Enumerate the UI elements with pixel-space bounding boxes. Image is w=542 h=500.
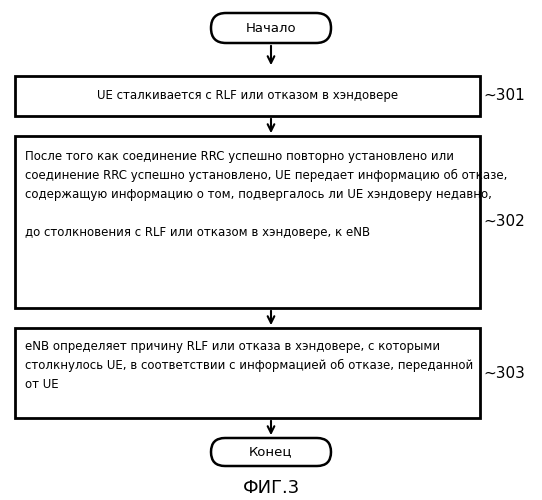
Text: UE сталкивается с RLF или отказом в хэндовере: UE сталкивается с RLF или отказом в хэнд… [97, 90, 398, 102]
Text: eNB определяет причину RLF или отказа в хэндовере, с которыми
столкнулось UE, в : eNB определяет причину RLF или отказа в … [25, 340, 473, 391]
Bar [15, 136, 480, 308]
Text: ~301: ~301 [483, 88, 525, 104]
Text: После того как соединение RRC успешно повторно установлено или
соединение RRC ус: После того как соединение RRC успешно по… [25, 150, 507, 239]
Text: ФИГ.3: ФИГ.3 [242, 479, 300, 497]
Text: ~303: ~303 [483, 366, 525, 380]
FancyBboxPatch shape [211, 438, 331, 466]
Text: Конец: Конец [249, 446, 293, 458]
Bar [15, 76, 480, 116]
Bar [15, 328, 480, 418]
Text: Начало: Начало [246, 22, 296, 35]
FancyBboxPatch shape [211, 13, 331, 43]
Text: ~302: ~302 [483, 214, 525, 230]
